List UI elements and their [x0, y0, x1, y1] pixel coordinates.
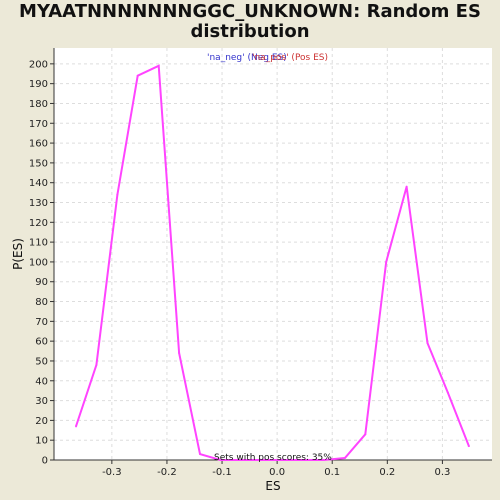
y-tick-label: 190 — [29, 79, 48, 90]
data-point — [446, 391, 449, 394]
data-point — [136, 74, 139, 77]
data-point — [405, 185, 408, 188]
y-tick-label: 70 — [35, 317, 48, 328]
data-point — [75, 425, 78, 428]
x-tick-label: -0.2 — [157, 467, 177, 478]
data-point — [281, 459, 284, 461]
y-tick-label: 180 — [29, 99, 48, 110]
plot-area — [54, 48, 492, 460]
y-tick-label: 160 — [29, 139, 48, 150]
y-tick-label: 200 — [29, 59, 48, 70]
data-point — [178, 352, 181, 355]
data-point — [364, 433, 367, 436]
x-tick-label: -0.1 — [212, 467, 232, 478]
x-axis-title: ES — [265, 479, 280, 493]
axis-layer: 0 10 20 30 40 50 60 70 80 90 100 110 120 130 140 150 160… — [29, 48, 492, 478]
y-tick-label: 150 — [29, 158, 48, 169]
legend-pos-label: 'na_pos' (Pos ES) — [252, 53, 328, 63]
y-tick-label: 140 — [29, 178, 48, 189]
y-axis-title: P(ES) — [11, 238, 25, 270]
data-point — [260, 459, 263, 461]
y-tick-label: 110 — [29, 238, 48, 249]
y-tick-label: 170 — [29, 119, 48, 130]
y-tick-label: 30 — [35, 396, 48, 407]
data-point — [426, 342, 429, 345]
chart-title-line1: MYAATNNNNNNNGGC_UNKNOWN: Random ES — [19, 1, 481, 22]
data-point — [116, 193, 119, 196]
y-tick-label: 80 — [35, 297, 48, 308]
x-tick-label: 0.2 — [379, 467, 395, 478]
chart-title-line2: distribution — [190, 21, 310, 42]
data-point — [343, 457, 346, 460]
y-tick-label: 90 — [35, 277, 48, 288]
y-tick-label: 10 — [35, 436, 48, 447]
data-point — [302, 459, 305, 461]
data-point — [240, 459, 243, 461]
y-tick-label: 50 — [35, 356, 48, 367]
data-point — [95, 363, 98, 366]
series-line — [75, 64, 470, 461]
data-point — [385, 260, 388, 263]
y-tick-label: 40 — [35, 376, 48, 387]
x-tick-label: 0.0 — [269, 467, 285, 478]
y-tick-label: 60 — [35, 337, 48, 348]
legend-neg-label: 'na_neg' (Neg ES) — [207, 53, 287, 63]
x-tick-label: 0.3 — [434, 467, 450, 478]
x-tick-label: 0.1 — [324, 467, 340, 478]
y-tick-label: 120 — [29, 218, 48, 229]
chart-title: MYAATNNNNNNNGGC_UNKNOWN: Random ES distr… — [0, 2, 500, 42]
pos-scores-annotation: Sets with pos scores: 35% — [214, 453, 332, 463]
data-point — [322, 459, 325, 461]
y-tick-label: 0 — [42, 456, 48, 467]
data-point — [157, 64, 160, 67]
y-tick-label: 130 — [29, 198, 48, 209]
data-point — [467, 445, 470, 448]
data-point — [199, 453, 201, 456]
y-tick-label: 20 — [35, 416, 48, 427]
data-point — [219, 459, 222, 461]
series-layer — [75, 64, 470, 461]
y-tick-label: 100 — [29, 257, 48, 268]
x-tick-label: -0.3 — [102, 467, 122, 478]
